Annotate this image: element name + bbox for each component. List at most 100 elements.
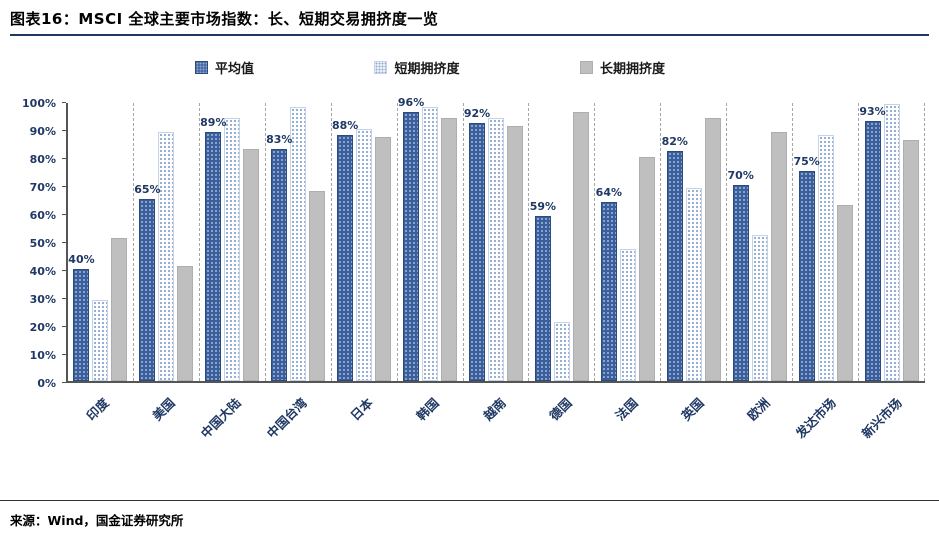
x-axis-label: 美国 — [149, 395, 178, 424]
x-cell: 日本 — [330, 385, 396, 471]
bar-short — [751, 235, 768, 381]
bar-value-label: 82% — [661, 135, 688, 149]
y-tick-label: 90% — [29, 125, 56, 138]
bar-group-2: 65% — [134, 103, 200, 381]
bar-group-13: 93% — [859, 103, 925, 381]
bar-long — [111, 238, 128, 381]
bar-group-3: 89% — [200, 103, 266, 381]
y-tick-label: 50% — [29, 237, 56, 250]
bar-short — [487, 117, 504, 381]
plot-area: 40% 65% 89% 83% 88% 96% 92% 59% 64% 82% 70% 75% 93% — [66, 96, 925, 383]
bar-avg — [73, 269, 90, 381]
bar-long — [441, 117, 458, 381]
bar-long — [243, 148, 260, 381]
legend-swatch-long — [579, 61, 593, 74]
bar-long — [638, 157, 655, 381]
bar-long — [902, 140, 919, 381]
x-axis-label: 中国大陆 — [197, 395, 244, 442]
bar-value-label: 83% — [266, 132, 293, 146]
bar-short — [224, 117, 241, 381]
x-cell: 发达市场 — [793, 385, 859, 471]
x-axis-label: 德国 — [546, 395, 575, 424]
x-axis-label: 日本 — [347, 395, 377, 424]
legend-item-avg: 平均值 — [195, 58, 254, 77]
bar-avg — [403, 112, 420, 381]
x-axis-label: 新兴市场 — [858, 395, 905, 442]
y-tick-mark — [62, 270, 66, 271]
bar-avg — [864, 120, 881, 381]
bar-short — [685, 187, 702, 381]
bar-avg — [337, 134, 354, 381]
bar-avg — [205, 131, 222, 381]
legend-label-long: 长期拥挤度 — [599, 62, 665, 77]
bar-group-12: 75% — [793, 103, 860, 381]
bar-short — [290, 106, 307, 381]
y-tick-mark — [62, 354, 66, 355]
bar-value-label: 65% — [134, 183, 161, 196]
legend-item-short: 短期拥挤度 — [374, 58, 460, 77]
bar-value-label: 89% — [200, 115, 227, 129]
x-axis-label: 欧洲 — [744, 395, 773, 424]
legend-item-long: 长期拥挤度 — [579, 58, 665, 77]
bar-long — [836, 204, 853, 381]
bar-short — [817, 134, 834, 381]
y-tick-mark — [62, 102, 66, 103]
bar-group-1: 40% — [68, 103, 134, 381]
x-cell: 越南 — [462, 385, 528, 471]
bar-group-10: 82% — [661, 103, 728, 381]
y-tick-label: 60% — [29, 209, 56, 222]
bar-short — [619, 249, 636, 381]
bar-avg — [666, 151, 683, 381]
bar-value-label: 88% — [331, 118, 359, 132]
y-tick-mark — [62, 326, 66, 327]
bar-avg — [468, 123, 485, 381]
x-cell: 美国 — [132, 385, 198, 471]
bar-value-label: 64% — [595, 185, 623, 199]
x-axis-label: 英国 — [678, 395, 707, 424]
y-tick-label: 30% — [29, 293, 56, 306]
bar-short — [422, 106, 439, 381]
x-axis-label: 中国台湾 — [264, 395, 311, 442]
y-tick-label: 80% — [29, 153, 56, 166]
bar-value-label: 75% — [793, 155, 820, 168]
bar-group-6: 96% — [398, 96, 464, 381]
y-tick-label: 20% — [29, 321, 56, 334]
bar-avg — [139, 199, 156, 381]
x-cell: 英国 — [661, 385, 727, 471]
bar-group-8: 59% — [529, 103, 596, 381]
bar-group-4: 83% — [266, 103, 332, 381]
y-tick-mark — [62, 130, 66, 131]
bar-group-9: 64% — [595, 103, 662, 381]
chart-footer: 来源：Wind，国金证券研究所 — [0, 500, 939, 529]
bar-short — [883, 103, 900, 381]
x-cell: 新兴市场 — [859, 385, 925, 471]
bar-group-7: 92% — [464, 103, 530, 381]
legend: 平均值 短期拥挤度 长期拥挤度 — [195, 58, 665, 77]
x-axis-label: 印度 — [83, 395, 112, 424]
x-axis-labels: 印度 美国 中国大陆 中国台湾 日本 韩国 越南 德国 法国 英国 欧洲 发达市场 新兴市场 — [66, 385, 925, 471]
bar-group-11: 70% — [727, 103, 794, 381]
y-tick-label: 40% — [29, 265, 56, 278]
bar-value-label: 93% — [859, 104, 886, 118]
bar-value-label: 70% — [727, 169, 754, 182]
y-tick-mark — [62, 186, 66, 187]
bar-short — [158, 131, 175, 381]
x-cell: 法国 — [595, 385, 661, 471]
x-cell: 中国台湾 — [264, 385, 330, 471]
y-tick-mark — [62, 214, 66, 215]
chart-header: 图表16：MSCI 全球主要市场指数：长、短期交易拥挤度一览 — [10, 6, 929, 36]
x-axis-label: 越南 — [479, 395, 509, 424]
x-cell: 印度 — [66, 385, 132, 471]
y-tick-mark — [62, 242, 66, 243]
bar-value-label: 92% — [463, 107, 491, 121]
legend-label-avg: 平均值 — [215, 62, 255, 77]
bar-long — [572, 112, 589, 381]
legend-swatch-short — [374, 61, 388, 74]
y-axis: 0% 10% 20% 30% 40% 50% 60% 70% 80% 90% 100% — [10, 97, 66, 390]
legend-swatch-avg — [195, 61, 208, 74]
bar-long — [375, 137, 392, 381]
bar-long — [309, 190, 326, 381]
x-axis-label: 发达市场 — [792, 395, 839, 442]
bar-value-label: 40% — [68, 253, 95, 266]
